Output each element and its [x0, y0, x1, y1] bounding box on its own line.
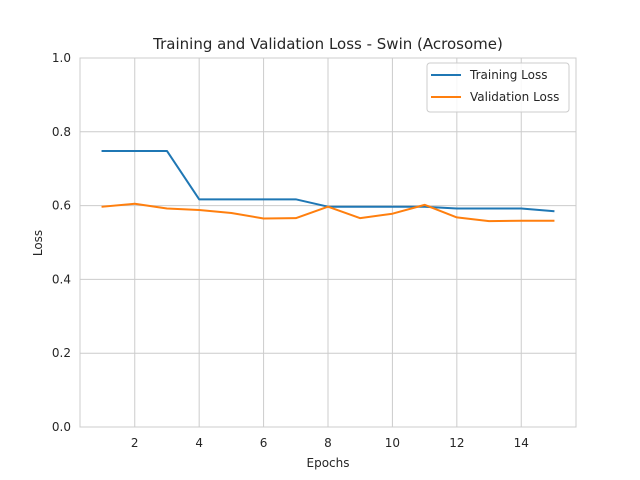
- x-tick-label: 12: [449, 436, 464, 450]
- y-axis-label: Loss: [31, 230, 45, 256]
- x-tick-label: 8: [324, 436, 332, 450]
- validation-loss-line: [101, 202, 555, 223]
- legend-label-validation-loss: Validation Loss: [470, 90, 559, 104]
- y-tick-label: 0.8: [52, 125, 71, 139]
- x-tick-label: 6: [260, 436, 268, 450]
- legend: Training Loss Validation Loss: [426, 62, 570, 113]
- y-tick-label: 1.0: [52, 51, 71, 65]
- x-tick-label: 14: [514, 436, 529, 450]
- series-group: [101, 149, 555, 223]
- y-tick-label: 0.4: [52, 272, 71, 286]
- plot-frame: [79, 57, 577, 428]
- legend-label-training-loss: Training Loss: [469, 68, 547, 82]
- x-tick-label: 2: [131, 436, 139, 450]
- y-tick-label: 0.2: [52, 346, 71, 360]
- y-tick-label: 0.6: [52, 199, 71, 213]
- x-tick-label: 4: [195, 436, 203, 450]
- x-tick-label: 10: [385, 436, 400, 450]
- y-tick-label: 0.0: [52, 420, 71, 434]
- tick-labels: 2 4 6 8 10 12 14 0.0 0.2 0.4 0.6 0.8 1.0: [52, 51, 529, 450]
- chart-title: Training and Validation Loss - Swin (Acr…: [152, 35, 503, 53]
- legend-box: [426, 62, 570, 113]
- x-axis-label: Epochs: [307, 456, 350, 470]
